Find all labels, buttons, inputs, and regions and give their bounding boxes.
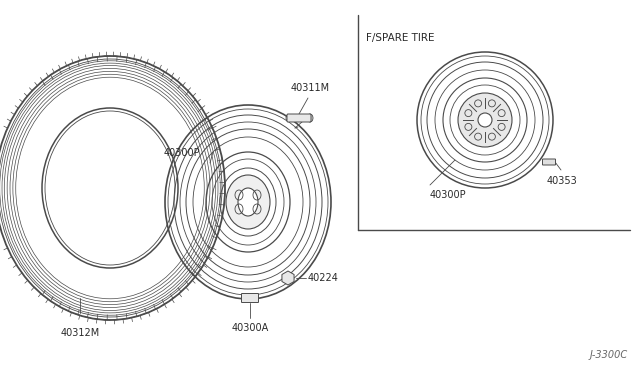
Text: 40300P: 40300P [163, 148, 200, 158]
Text: F/SPARE TIRE: F/SPARE TIRE [366, 33, 435, 43]
Ellipse shape [238, 188, 258, 216]
FancyBboxPatch shape [543, 159, 556, 165]
Text: 40224: 40224 [308, 273, 339, 283]
Text: 40353: 40353 [547, 176, 578, 186]
Text: 40300P: 40300P [430, 190, 467, 200]
FancyBboxPatch shape [287, 114, 311, 122]
Polygon shape [282, 271, 294, 285]
Text: 40311M: 40311M [291, 83, 330, 93]
FancyBboxPatch shape [241, 294, 259, 302]
Ellipse shape [458, 93, 512, 147]
Ellipse shape [226, 175, 270, 229]
Text: J-3300C: J-3300C [590, 350, 628, 360]
Text: 40300A: 40300A [232, 323, 269, 333]
Ellipse shape [307, 114, 313, 122]
Ellipse shape [478, 113, 492, 127]
Text: 40312M: 40312M [60, 328, 100, 338]
